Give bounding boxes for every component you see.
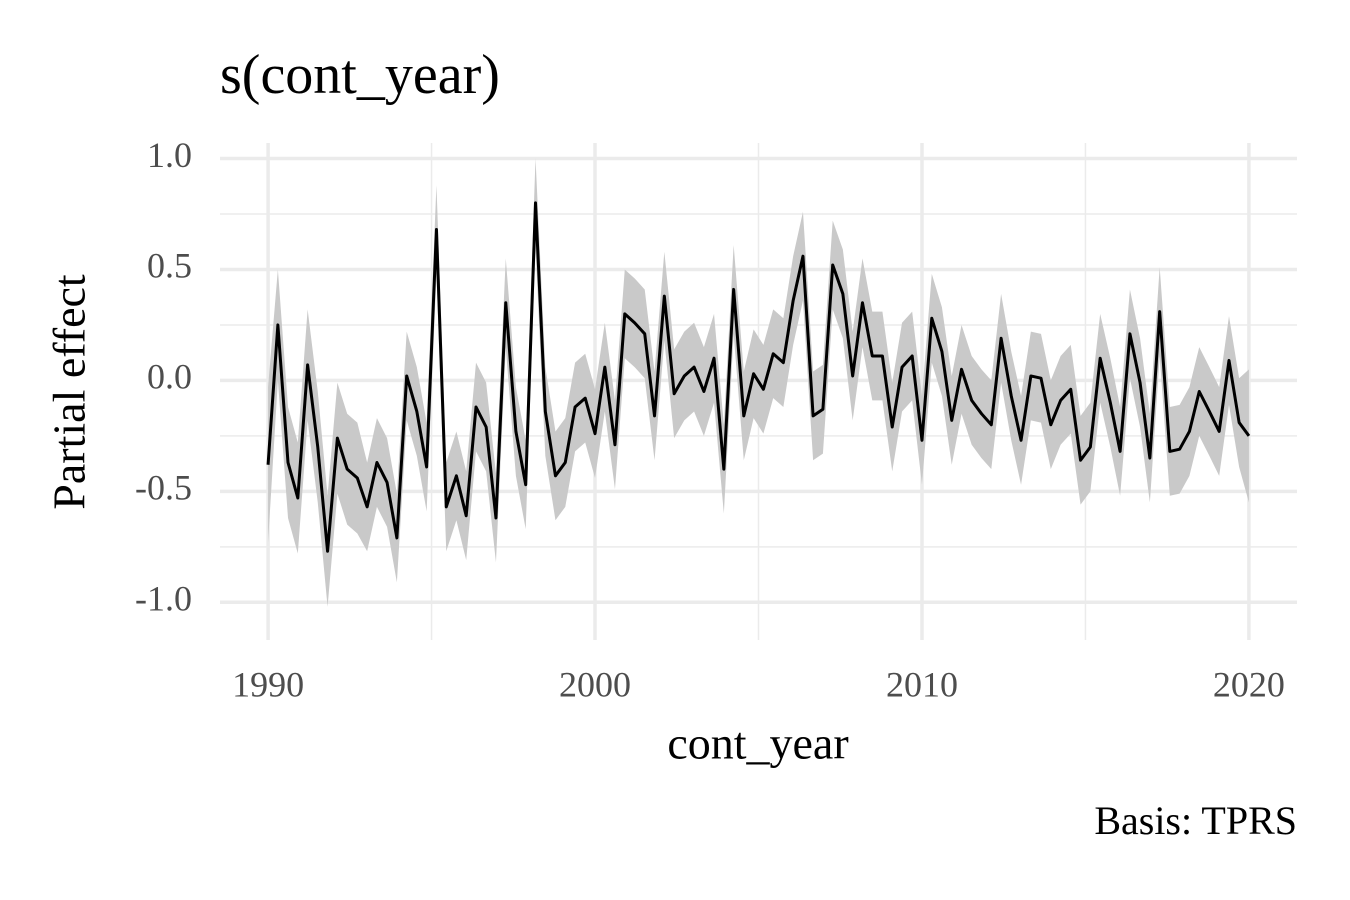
x-tick-label: 2010 xyxy=(886,664,958,704)
x-tick-label: 1990 xyxy=(232,664,304,704)
x-tick-label: 2020 xyxy=(1213,664,1285,704)
y-tick-label: -1.0 xyxy=(135,579,192,619)
y-axis-title: Partial effect xyxy=(44,274,95,510)
line xyxy=(266,201,1251,553)
y-tick-label: 0.0 xyxy=(147,357,192,397)
x-tick-label: 2000 xyxy=(559,664,631,704)
x-axis-title: cont_year xyxy=(667,718,848,769)
chart-title: s(cont_year) xyxy=(220,44,500,106)
caption: Basis: TPRS xyxy=(1094,798,1297,843)
y-tick-label: 0.5 xyxy=(147,246,192,286)
y-tick-label: -0.5 xyxy=(135,468,192,508)
y-tick-label: 1.0 xyxy=(147,135,192,175)
